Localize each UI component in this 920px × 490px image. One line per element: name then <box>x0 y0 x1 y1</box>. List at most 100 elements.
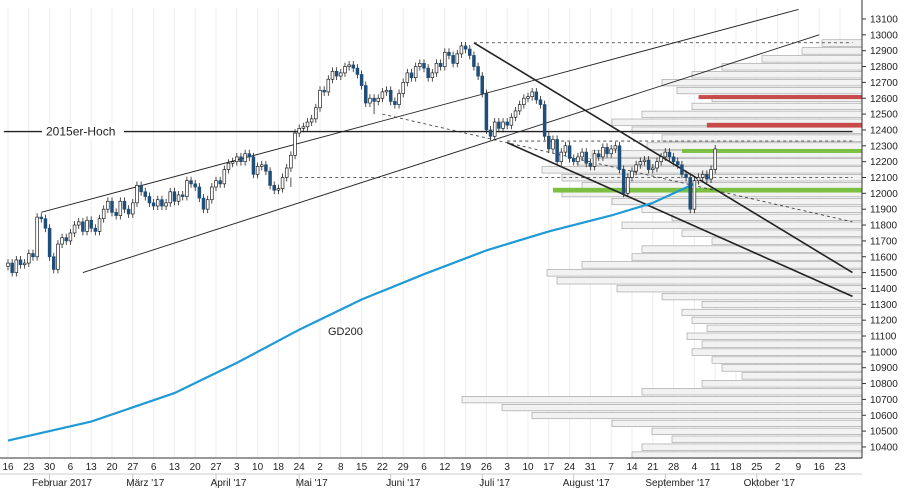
candle-body <box>384 89 389 93</box>
candle-body <box>168 191 172 204</box>
candle-body <box>580 151 584 158</box>
candle-body <box>605 147 609 155</box>
candle-body <box>626 177 630 194</box>
candle-body <box>692 180 697 210</box>
candle-body <box>176 194 181 202</box>
y-tick-label: 11900 <box>870 205 898 216</box>
candle-body <box>347 64 351 67</box>
y-tick-label: 10700 <box>870 395 898 406</box>
candle-body <box>376 97 380 102</box>
profile-bar <box>661 134 863 142</box>
candle-body <box>135 185 139 204</box>
candle-body <box>172 191 177 202</box>
candle-body <box>380 91 385 99</box>
profile-bar <box>641 388 863 396</box>
x-day-label: 2 <box>317 462 323 473</box>
candle-body <box>713 148 717 170</box>
candle-body <box>592 153 597 167</box>
candle-body <box>430 72 435 78</box>
candle-body <box>451 55 455 64</box>
candle-body <box>322 89 326 93</box>
x-day-label: 9 <box>796 462 802 473</box>
candle-body <box>27 253 31 264</box>
candle-body <box>97 218 102 232</box>
candle-body <box>651 167 655 170</box>
x-month-label: Februar 2017 <box>32 478 92 489</box>
y-tick-label: 11700 <box>870 236 898 247</box>
candle-body <box>264 164 268 172</box>
x-day-label: 6 <box>68 462 74 473</box>
profile-bar <box>641 110 863 118</box>
candle-body <box>684 173 688 178</box>
support-resistance-zones <box>552 95 862 193</box>
x-day-label: 30 <box>44 462 56 473</box>
candle-body <box>488 129 493 137</box>
candles <box>6 41 717 277</box>
candle-body <box>351 64 356 69</box>
profile-bar <box>706 324 863 332</box>
green-zone <box>681 148 862 153</box>
x-day-label: 27 <box>210 462 222 473</box>
y-tick-label: 10400 <box>870 442 898 453</box>
candle-body <box>355 67 360 75</box>
x-day-label: 6 <box>421 462 427 473</box>
candle-body <box>522 97 526 105</box>
profile-bar <box>711 356 863 364</box>
x-month-label: August '17 <box>563 478 610 489</box>
x-day-label: 4 <box>692 462 698 473</box>
candle-body <box>235 156 239 163</box>
red-zone <box>706 122 862 128</box>
profile-bar <box>546 269 863 277</box>
profile-bar <box>641 443 863 451</box>
x-day-label: 14 <box>626 462 638 473</box>
candle-body <box>318 89 322 109</box>
candle-body <box>255 166 260 175</box>
profile-bar <box>671 435 863 443</box>
x-day-label: 12 <box>439 462 451 473</box>
y-tick-label: 11300 <box>870 300 898 311</box>
candle-body <box>72 224 77 234</box>
candle-body <box>634 164 638 172</box>
profile-bar <box>701 380 863 388</box>
x-day-label: 13 <box>169 462 181 473</box>
x-day-label: 27 <box>127 462 139 473</box>
y-tick-label: 13000 <box>870 30 898 41</box>
candle-body <box>247 153 252 158</box>
candle-body <box>76 221 81 226</box>
candle-body <box>22 262 27 266</box>
x-day-label: 13 <box>86 462 98 473</box>
candle-body <box>621 169 626 194</box>
candle-body <box>305 121 310 128</box>
candle-body <box>260 164 264 167</box>
profile-bar <box>691 316 863 324</box>
candle-body <box>185 180 189 197</box>
x-day-label: 24 <box>294 462 306 473</box>
x-day-label: 10 <box>522 462 534 473</box>
gd200-polyline <box>7 182 695 442</box>
candle-body <box>547 135 551 150</box>
trend-line <box>473 42 853 274</box>
profile-bar <box>611 419 863 427</box>
candle-body <box>555 139 559 163</box>
candle-body <box>56 243 60 270</box>
profile-bar <box>801 47 863 55</box>
candle-body <box>443 51 447 67</box>
profile-bar <box>531 411 863 420</box>
volume-profile <box>461 39 863 459</box>
x-day-label: 10 <box>252 462 264 473</box>
candle-body <box>476 66 480 77</box>
hoch-label: 2015er-Hoch <box>46 125 115 139</box>
candle-body <box>393 101 397 105</box>
profile-bar <box>621 221 863 229</box>
candle-body <box>64 237 68 242</box>
gd200-label: GD200 <box>328 326 363 338</box>
x-day-label: 16 <box>814 462 826 473</box>
x-day-label: 20 <box>106 462 118 473</box>
candle-body <box>517 104 522 112</box>
candle-body <box>189 180 193 185</box>
candle-body <box>468 48 472 56</box>
candle-body <box>572 158 576 162</box>
candle-body <box>10 262 14 273</box>
candle-body <box>700 173 705 178</box>
